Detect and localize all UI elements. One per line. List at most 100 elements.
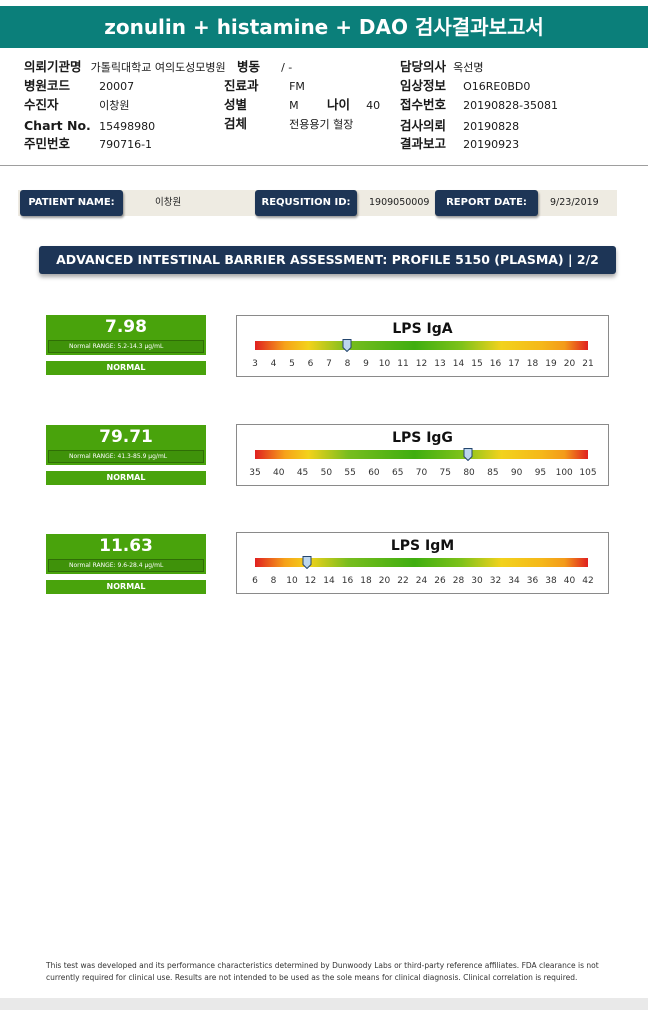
tick-label: 45 (296, 468, 309, 478)
receipt-label: 접수번호 (400, 97, 447, 112)
result-value: 7.98 (105, 317, 147, 337)
tick-label: 70 (415, 468, 428, 478)
value-marker-icon (463, 446, 473, 462)
ward-label: 병동 (237, 59, 261, 74)
specimen-label: 검체 (224, 116, 248, 131)
patient-row: 수진자 이창원 (24, 94, 129, 112)
patient-label: 수진자 (24, 97, 59, 112)
tick-label: 8 (344, 359, 351, 369)
id-row: 주민번호 790716-1 (24, 133, 152, 151)
patient-strip: PATIENT NAME: 이창원 REQUSITION ID: 1909050… (18, 190, 617, 216)
gauge-bar (255, 341, 588, 350)
tick-label: 19 (545, 359, 557, 369)
result-card: 79.71 Normal RANGE: 41.3-85.9 µg/mL NORM… (46, 425, 206, 485)
gauge-panel: LPS IgA 3 4 5 6 7 8 9 10 11 12 13 14 15 16 17 18 19 20 21 (236, 315, 609, 377)
gauge-ticks: 35 40 45 50 55 60 65 70 75 80 85 90 95 100 105 (249, 468, 596, 480)
tick-label: 11 (397, 359, 409, 369)
hospital-code-label: 병원코드 (24, 78, 71, 93)
gauge-bar (255, 558, 588, 567)
tick-label: 8 (270, 576, 277, 586)
normal-range: Normal RANGE: 5.2-14.3 µg/mL (48, 340, 204, 353)
tick-label: 80 (463, 468, 475, 478)
id-label: 주민번호 (24, 136, 71, 151)
sex-row: 성별 M (224, 94, 299, 112)
tick-label: 10 (286, 576, 298, 586)
disclaimer-line-1: This test was developed and its performa… (46, 961, 599, 970)
dept-value: FM (289, 80, 305, 93)
ward-value: / - (281, 61, 293, 74)
gauge-title: LPS IgG (392, 430, 453, 446)
gauge-panel: LPS IgG 35 40 45 50 55 60 65 70 75 80 85 90 95 100 105 (236, 424, 609, 486)
doctor-label: 담당의사 (400, 59, 447, 74)
tick-label: 40 (273, 468, 285, 478)
tick-label: 5 (289, 359, 295, 369)
report-date-value: 9/23/2019 (550, 197, 599, 208)
age-label: 나이 (327, 97, 351, 112)
tick-label: 16 (489, 359, 502, 369)
hospital-code-row: 병원코드 20007 (24, 75, 135, 93)
gauge-title: LPS IgM (390, 538, 455, 554)
report-date-label: REPORT DATE: (435, 190, 538, 216)
tick-label: 18 (526, 359, 539, 369)
gauge-title: LPS IgA (392, 321, 453, 337)
value-marker-icon (342, 337, 352, 353)
tick-label: 20 (378, 576, 391, 586)
receipt-value: 20190828-35081 (463, 99, 559, 112)
chart-row: Chart No. 15498980 (24, 115, 155, 133)
tick-label: 18 (360, 576, 372, 586)
tick-label: 34 (508, 576, 520, 586)
tick-label: 22 (397, 576, 409, 586)
tick-label: 15 (471, 359, 483, 369)
tick-label: 90 (510, 468, 523, 478)
hospital-code-value: 20007 (99, 80, 135, 93)
requisition-value: 1909050009 (369, 197, 430, 208)
status-badge: NORMAL (46, 580, 206, 594)
institution-row: 의뢰기관명 가톨릭대학교 여의도성모병원 (24, 56, 226, 74)
doctor-value: 옥선명 (453, 61, 484, 74)
result-value: 79.71 (99, 427, 153, 447)
tick-label: 24 (415, 576, 428, 586)
age-value: 40 (366, 99, 381, 112)
request-row: 검사의뢰 20190828 (400, 115, 520, 133)
value-box: 7.98 Normal RANGE: 5.2-14.3 µg/mL (46, 315, 206, 355)
dept-row: 진료과 FM (224, 75, 305, 93)
tick-label: 40 (563, 576, 576, 586)
patient-name-label: PATIENT NAME: (20, 190, 123, 216)
tick-label: 55 (344, 468, 356, 478)
tick-label: 14 (323, 576, 335, 586)
patient-name-value: 이창원 (155, 197, 182, 208)
chart-label: Chart No. (24, 118, 91, 133)
gauge-bar (255, 450, 588, 459)
dept-label: 진료과 (224, 78, 259, 93)
tick-label: 60 (368, 468, 380, 478)
result-value: 11.63 (99, 536, 153, 556)
tick-label: 30 (471, 576, 483, 586)
clinical-row: 임상정보 O16RE0BD0 (400, 75, 531, 93)
tick-label: 17 (508, 359, 520, 369)
requisition-label: REQUSITION ID: (255, 190, 357, 216)
gauge-ticks: 3 4 5 6 7 8 9 10 11 12 13 14 15 16 17 18 19 20 21 (252, 359, 594, 371)
tick-label: 9 (363, 359, 369, 369)
clinical-value: O16RE0BD0 (463, 80, 531, 93)
specimen-row: 검체 전용용기 혈장 (224, 113, 354, 131)
institution-value: 가톨릭대학교 여의도성모병원 (90, 61, 226, 74)
sex-value: M (289, 99, 299, 112)
tick-label: 85 (487, 468, 499, 478)
tick-label: 6 (307, 359, 314, 369)
sex-label: 성별 (224, 97, 248, 112)
specimen-value: 전용용기 혈장 (289, 118, 354, 131)
report-value: 20190923 (463, 138, 520, 151)
tick-label: 36 (526, 576, 539, 586)
tick-label: 65 (391, 468, 404, 478)
value-box: 11.63 Normal RANGE: 9.6-28.4 µg/mL (46, 534, 206, 574)
value-box: 79.71 Normal RANGE: 41.3-85.9 µg/mL (46, 425, 206, 465)
profile-banner: ADVANCED INTESTINAL BARRIER ASSESSMENT: … (39, 246, 616, 274)
request-value: 20190828 (463, 120, 520, 133)
report-title: zonulin + histamine + DAO 검사결과보고서 (0, 6, 648, 48)
gauge-panel: LPS IgM 6 8 10 12 14 16 18 20 22 24 26 28 30 32 34 36 38… (236, 532, 609, 594)
ward-row: 병동 / - (237, 56, 293, 74)
tick-label: 50 (320, 468, 333, 478)
tick-label: 38 (545, 576, 557, 586)
tick-label: 32 (489, 576, 502, 586)
tick-label: 7 (326, 359, 332, 369)
